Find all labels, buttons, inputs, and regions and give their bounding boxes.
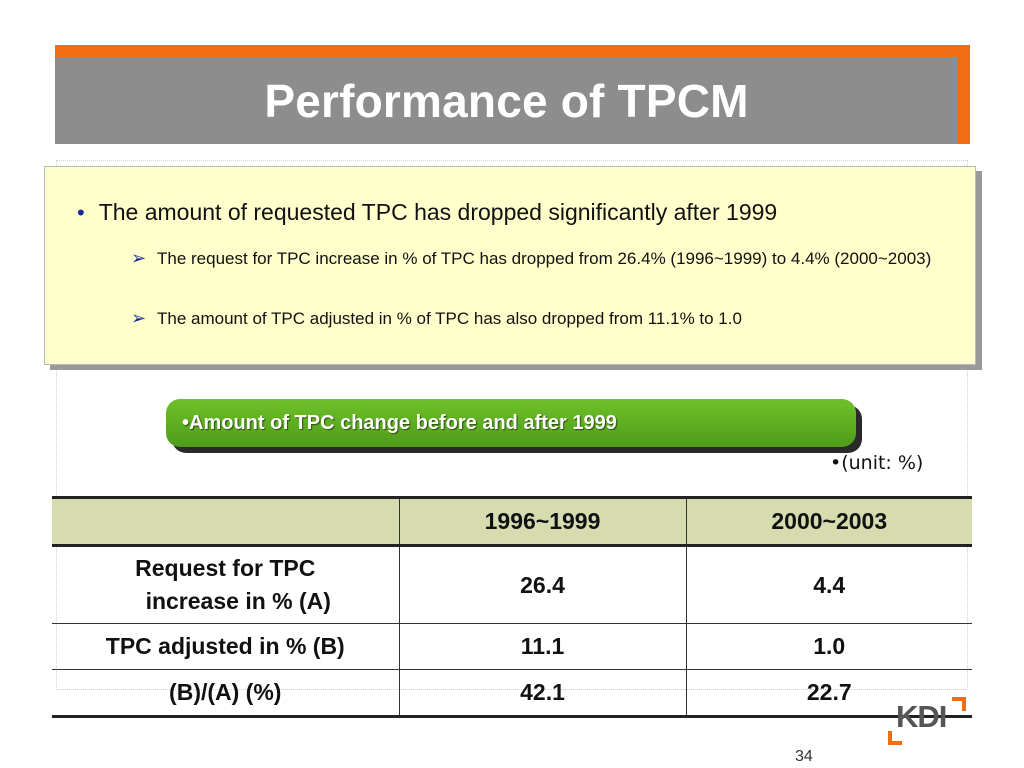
page-number: 34 bbox=[795, 748, 813, 765]
table-header-cell: 1996~1999 bbox=[398, 496, 686, 547]
row-label-line: Request for TPC bbox=[135, 555, 316, 581]
table-header-cell: 2000~2003 bbox=[685, 496, 972, 547]
main-bullet: • The amount of requested TPC has dropped… bbox=[77, 199, 777, 226]
slide-title: Performance of TPCM bbox=[264, 74, 749, 127]
main-bullet-text: The amount of requested TPC has dropped … bbox=[98, 199, 778, 225]
logo-bracket-bottom-left bbox=[888, 731, 902, 745]
sub-bullet-2-text: The amount of TPC adjusted in % of TPC h… bbox=[157, 309, 742, 328]
kdi-logo: KDI bbox=[886, 697, 968, 745]
arrow-right-icon: ➢ bbox=[131, 308, 147, 328]
sub-bullet-1-text: The request for TPC increase in % of TPC… bbox=[157, 249, 932, 268]
sub-bullet-1: ➢ The request for TPC increase in % of T… bbox=[131, 248, 971, 269]
row-label: (B)/(A) (%) bbox=[52, 669, 399, 718]
section-label-text: •Amount of TPC change before and after 1… bbox=[182, 411, 617, 434]
logo-bracket-top-right bbox=[952, 697, 966, 711]
bullet-box: • The amount of requested TPC has dropped… bbox=[44, 166, 976, 365]
arrow-right-icon: ➢ bbox=[131, 248, 147, 268]
table-row: (B)/(A) (%) 42.1 22.7 bbox=[52, 669, 972, 718]
section-label: •Amount of TPC change before and after 1… bbox=[166, 399, 856, 447]
table-cell: 26.4 bbox=[398, 545, 686, 624]
bullet-dot-icon: • bbox=[77, 200, 85, 225]
table-cell: 1.0 bbox=[685, 623, 972, 670]
table-cell: 42.1 bbox=[398, 669, 686, 718]
logo-text: KDI bbox=[896, 699, 947, 734]
tpc-change-table: 1996~1999 2000~2003 Request for TPC incr… bbox=[52, 496, 972, 718]
table-cell: 11.1 bbox=[398, 623, 686, 670]
row-label: Request for TPC increase in % (A) bbox=[52, 545, 399, 624]
title-banner: Performance of TPCM bbox=[55, 57, 958, 144]
table-cell: 4.4 bbox=[685, 545, 972, 624]
row-label: TPC adjusted in % (B) bbox=[52, 623, 399, 670]
unit-note: •(unit: %) bbox=[830, 452, 924, 474]
row-label-line: increase in % (A) bbox=[145, 588, 331, 614]
table-cell: 22.7 bbox=[685, 669, 972, 718]
table-header-cell bbox=[52, 496, 399, 547]
sub-bullet-2: ➢ The amount of TPC adjusted in % of TPC… bbox=[131, 308, 971, 329]
table-row: TPC adjusted in % (B) 11.1 1.0 bbox=[52, 623, 972, 670]
table-row: Request for TPC increase in % (A) 26.4 4… bbox=[52, 545, 972, 624]
table-header-row: 1996~1999 2000~2003 bbox=[52, 496, 972, 547]
